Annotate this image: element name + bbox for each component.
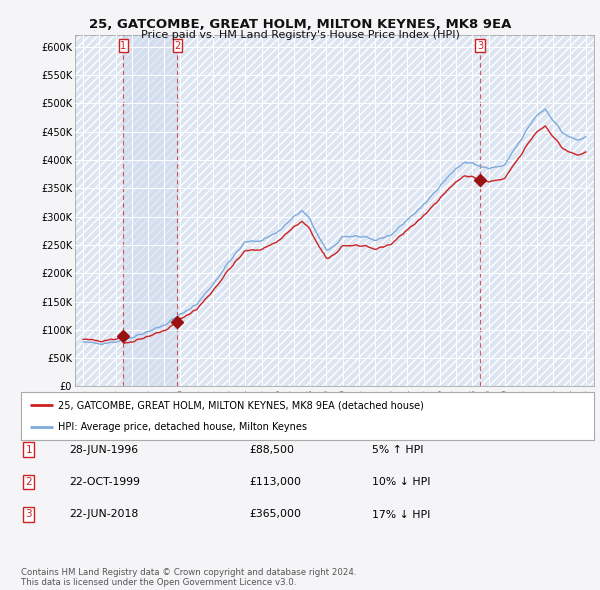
- Text: 1: 1: [25, 445, 32, 454]
- Text: 10% ↓ HPI: 10% ↓ HPI: [372, 477, 431, 487]
- Text: 28-JUN-1996: 28-JUN-1996: [69, 445, 138, 454]
- Text: Price paid vs. HM Land Registry's House Price Index (HPI): Price paid vs. HM Land Registry's House …: [140, 30, 460, 40]
- Text: 25, GATCOMBE, GREAT HOLM, MILTON KEYNES, MK8 9EA (detached house): 25, GATCOMBE, GREAT HOLM, MILTON KEYNES,…: [58, 400, 424, 410]
- Text: 3: 3: [25, 510, 32, 519]
- Text: £113,000: £113,000: [249, 477, 301, 487]
- Text: 22-OCT-1999: 22-OCT-1999: [69, 477, 140, 487]
- Text: 2: 2: [174, 41, 181, 51]
- Text: 25, GATCOMBE, GREAT HOLM, MILTON KEYNES, MK8 9EA: 25, GATCOMBE, GREAT HOLM, MILTON KEYNES,…: [89, 18, 511, 31]
- Text: HPI: Average price, detached house, Milton Keynes: HPI: Average price, detached house, Milt…: [58, 422, 307, 432]
- Text: Contains HM Land Registry data © Crown copyright and database right 2024.
This d: Contains HM Land Registry data © Crown c…: [21, 568, 356, 587]
- Bar: [124, 35, 178, 386]
- Text: 2: 2: [25, 477, 32, 487]
- Text: £88,500: £88,500: [249, 445, 294, 454]
- Text: 17% ↓ HPI: 17% ↓ HPI: [372, 510, 430, 519]
- Text: £365,000: £365,000: [249, 510, 301, 519]
- Text: 3: 3: [477, 41, 483, 51]
- Text: 5% ↑ HPI: 5% ↑ HPI: [372, 445, 424, 454]
- Text: 22-JUN-2018: 22-JUN-2018: [69, 510, 138, 519]
- Text: 1: 1: [121, 41, 127, 51]
